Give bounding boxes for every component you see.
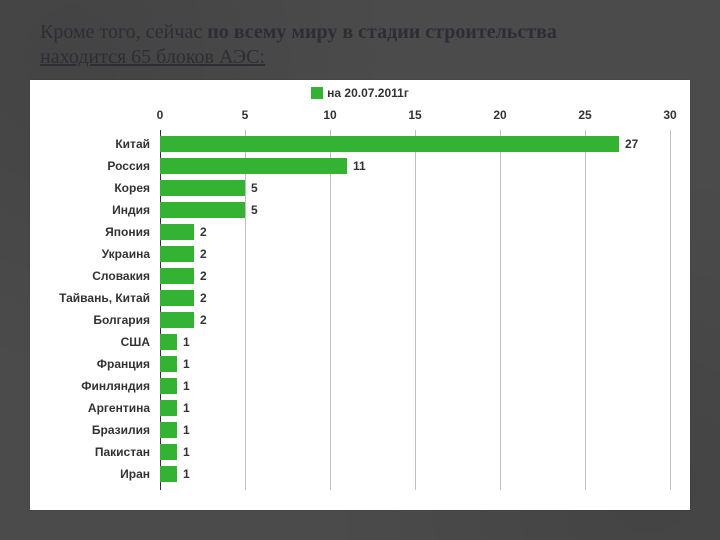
bar xyxy=(160,334,177,350)
chart-row: Словакия2 xyxy=(160,268,670,284)
bar xyxy=(160,356,177,372)
value-label: 2 xyxy=(200,312,207,328)
chart-row: Бразилия1 xyxy=(160,422,670,438)
chart-panel: на 20.07.2011г 051015202530Китай27Россия… xyxy=(30,80,690,510)
slide-root: Кроме того, сейчас по всему миру в стади… xyxy=(0,0,720,540)
category-label: США xyxy=(121,334,150,350)
value-label: 5 xyxy=(251,180,258,196)
chart-row: Болгария2 xyxy=(160,312,670,328)
chart-row: Япония2 xyxy=(160,224,670,240)
legend-swatch xyxy=(311,87,323,99)
x-tick-label: 20 xyxy=(488,108,512,122)
category-label: Россия xyxy=(107,158,150,174)
value-label: 2 xyxy=(200,246,207,262)
bar xyxy=(160,444,177,460)
chart-row: Иран1 xyxy=(160,466,670,482)
x-tick-label: 25 xyxy=(573,108,597,122)
bar xyxy=(160,290,194,306)
category-label: Китай xyxy=(115,136,150,152)
chart-plot-area: 051015202530Китай27Россия11Корея5Индия5Я… xyxy=(160,130,670,490)
value-label: 1 xyxy=(183,400,190,416)
x-tick-label: 10 xyxy=(318,108,342,122)
category-label: Корея xyxy=(114,180,150,196)
chart-row: Китай27 xyxy=(160,136,670,152)
value-label: 2 xyxy=(200,290,207,306)
bar xyxy=(160,246,194,262)
value-label: 1 xyxy=(183,356,190,372)
value-label: 2 xyxy=(200,268,207,284)
bar xyxy=(160,224,194,240)
chart-legend: на 20.07.2011г xyxy=(30,86,690,100)
bar xyxy=(160,158,347,174)
headline-bold: по всему миру в стадии строительства xyxy=(207,21,557,43)
bar xyxy=(160,466,177,482)
chart-row: Аргентина1 xyxy=(160,400,670,416)
category-label: Тайвань, Китай xyxy=(59,290,150,306)
category-label: Словакия xyxy=(92,268,150,284)
category-label: Япония xyxy=(105,224,150,240)
value-label: 1 xyxy=(183,334,190,350)
x-tick-label: 15 xyxy=(403,108,427,122)
value-label: 1 xyxy=(183,378,190,394)
category-label: Бразилия xyxy=(92,422,150,438)
bar xyxy=(160,400,177,416)
headline-plain1: Кроме того, сейчас xyxy=(40,21,207,43)
value-label: 11 xyxy=(353,158,366,174)
chart-row: Пакистан1 xyxy=(160,444,670,460)
category-label: Пакистан xyxy=(95,444,150,460)
x-tick-label: 0 xyxy=(148,108,172,122)
category-label: Украина xyxy=(102,246,150,262)
x-tick-label: 30 xyxy=(658,108,682,122)
legend-label: на 20.07.2011г xyxy=(327,86,409,100)
bar xyxy=(160,268,194,284)
bar xyxy=(160,312,194,328)
category-label: Иран xyxy=(120,466,150,482)
chart-row: Украина2 xyxy=(160,246,670,262)
chart-row: США1 xyxy=(160,334,670,350)
chart-row: Финляндия1 xyxy=(160,378,670,394)
category-label: Болгария xyxy=(93,312,150,328)
value-label: 1 xyxy=(183,444,190,460)
chart-row: Тайвань, Китай2 xyxy=(160,290,670,306)
grid-line xyxy=(670,130,671,490)
chart-row: Россия11 xyxy=(160,158,670,174)
value-label: 5 xyxy=(251,202,258,218)
value-label: 2 xyxy=(200,224,207,240)
x-tick-label: 5 xyxy=(233,108,257,122)
headline: Кроме того, сейчас по всему миру в стади… xyxy=(40,20,690,70)
bar xyxy=(160,422,177,438)
chart-row: Корея5 xyxy=(160,180,670,196)
value-label: 27 xyxy=(625,136,638,152)
bar xyxy=(160,180,245,196)
bar xyxy=(160,136,619,152)
value-label: 1 xyxy=(183,422,190,438)
chart-row: Франция1 xyxy=(160,356,670,372)
bar xyxy=(160,202,245,218)
category-label: Аргентина xyxy=(88,400,150,416)
value-label: 1 xyxy=(183,466,190,482)
category-label: Индия xyxy=(112,202,150,218)
headline-underline: находится 65 блоков АЭС: xyxy=(40,46,265,68)
bar xyxy=(160,378,177,394)
chart-row: Индия5 xyxy=(160,202,670,218)
category-label: Финляндия xyxy=(81,378,150,394)
category-label: Франция xyxy=(97,356,150,372)
